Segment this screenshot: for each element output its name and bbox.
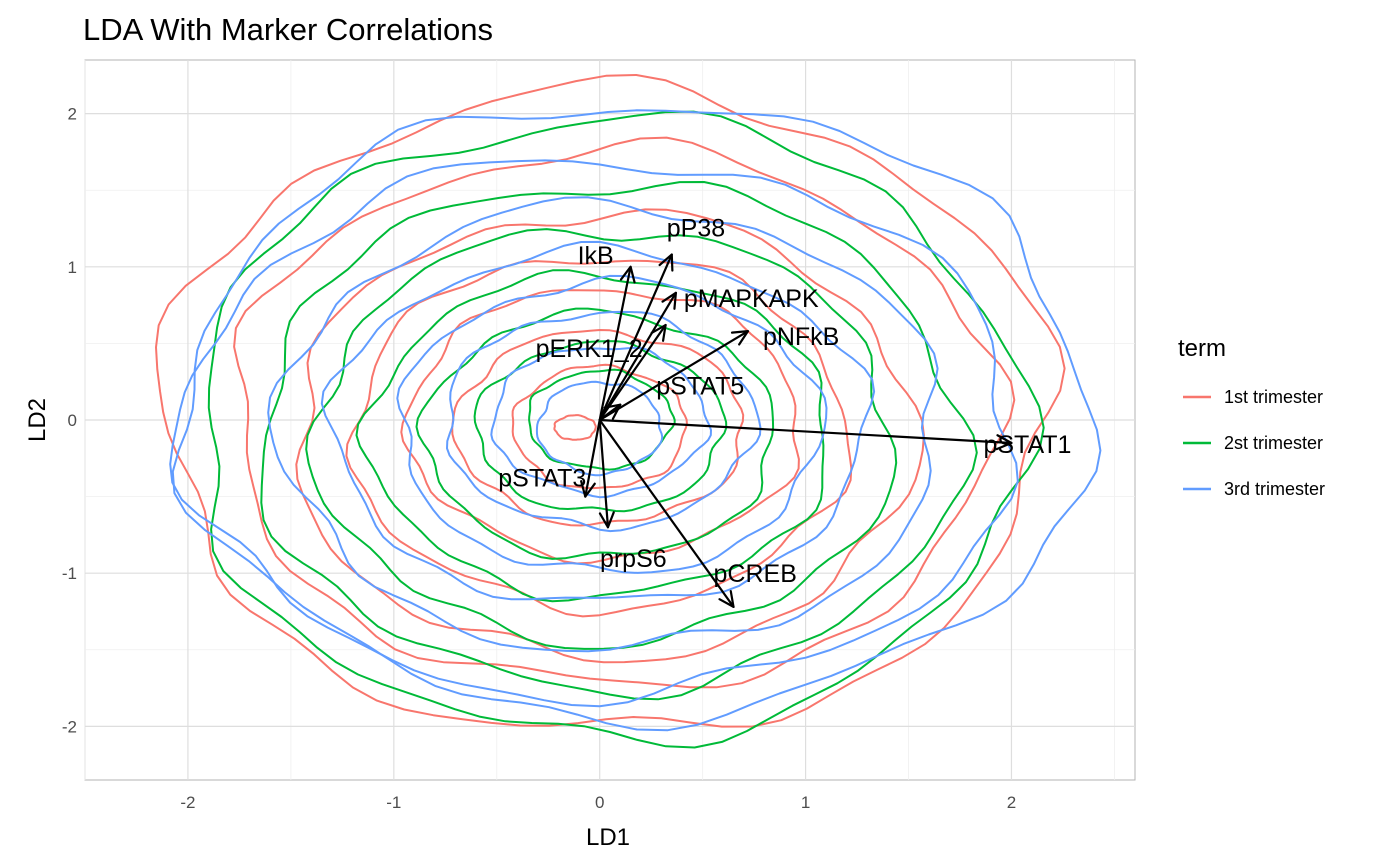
contour-line [169, 159, 1019, 708]
density-contours [155, 74, 1102, 749]
x-tick-label: 0 [595, 793, 604, 812]
contour-line [490, 346, 712, 499]
x-tick-label: 2 [1007, 793, 1016, 812]
contour-line [171, 109, 1102, 732]
contour-line [267, 196, 939, 653]
contour-line [446, 310, 762, 533]
arrowhead-IkB [619, 265, 636, 284]
vector-IkB [598, 265, 632, 422]
contour-line [233, 136, 1016, 689]
vector-prpS6 [598, 418, 610, 529]
contour-line [345, 259, 853, 618]
x-tick-label: -2 [180, 793, 195, 812]
legend-title: term [1178, 335, 1226, 362]
contour-line [355, 269, 825, 603]
axis-ticks: -2 -1 0 1 2 -2 -1 0 1 2 [62, 105, 1016, 812]
vector-label: pSTAT3 [498, 465, 586, 493]
vector-label: pP38 [667, 215, 725, 243]
y-tick-label: -2 [62, 717, 77, 736]
vector-label: pSTAT5 [656, 373, 744, 401]
arrowhead-pSTAT3 [580, 480, 596, 498]
arrowhead-prpS6 [598, 511, 615, 529]
marker-vectors: pSTAT1 pCREB prpS6 pSTAT3 pSTAT5 pNFkB pMAPKAP… [498, 215, 1071, 608]
y-tick-label: 0 [68, 411, 77, 430]
contour-line [535, 380, 664, 477]
vector-pSTAT1 [598, 418, 1013, 445]
x-tick-label: -1 [386, 793, 401, 812]
vector-label: pCREB [714, 560, 797, 588]
arrowhead-pERK1_2 [650, 323, 667, 342]
vector-label: pMAPKAPK [684, 285, 819, 313]
arrowhead-pCREB [718, 590, 735, 608]
vector-label: pNFkB [763, 323, 839, 351]
legend: term 1st trimester 2st trimester 3rd trime… [1178, 335, 1325, 499]
arrowhead-pNFkB [730, 330, 750, 346]
y-tick-label: 2 [68, 105, 77, 124]
y-tick-label: 1 [68, 258, 77, 277]
vector-label: pSTAT1 [983, 431, 1071, 459]
vector-label: IkB [578, 242, 614, 270]
contour-line [553, 414, 597, 441]
contour-line [305, 228, 898, 650]
vector-pCREB [598, 418, 735, 608]
y-tick-label: -1 [62, 564, 77, 583]
contour-line [155, 74, 1066, 728]
legend-label: 1st trimester [1224, 387, 1323, 407]
contour-line [295, 208, 925, 664]
vector-pMAPKAPK [598, 291, 677, 422]
arrowhead-pP38 [658, 253, 674, 272]
contour-line [320, 240, 876, 601]
contour-line [396, 274, 828, 574]
vector-pP38 [598, 253, 673, 422]
contour-line [473, 340, 728, 513]
arrowhead-pMAPKAPK [661, 291, 677, 310]
vector-label: pERK1_2 [536, 335, 643, 363]
contour-line [207, 110, 1045, 749]
contour-line [260, 181, 978, 701]
legend-label: 3rd trimester [1224, 479, 1325, 499]
vector-label: prpS6 [600, 545, 667, 573]
x-tick-label: 1 [801, 793, 810, 812]
arrowhead-pSTAT1 [995, 434, 1013, 451]
chart-title: LDA With Marker Correlations [83, 12, 493, 47]
legend-label: 2st trimester [1224, 433, 1323, 453]
vector-pSTAT3 [584, 418, 601, 498]
vector-pERK1_2 [598, 323, 667, 422]
x-axis-title: LD1 [586, 824, 630, 851]
vector-pNFkB [598, 330, 750, 422]
y-axis-title: LD2 [24, 398, 51, 442]
